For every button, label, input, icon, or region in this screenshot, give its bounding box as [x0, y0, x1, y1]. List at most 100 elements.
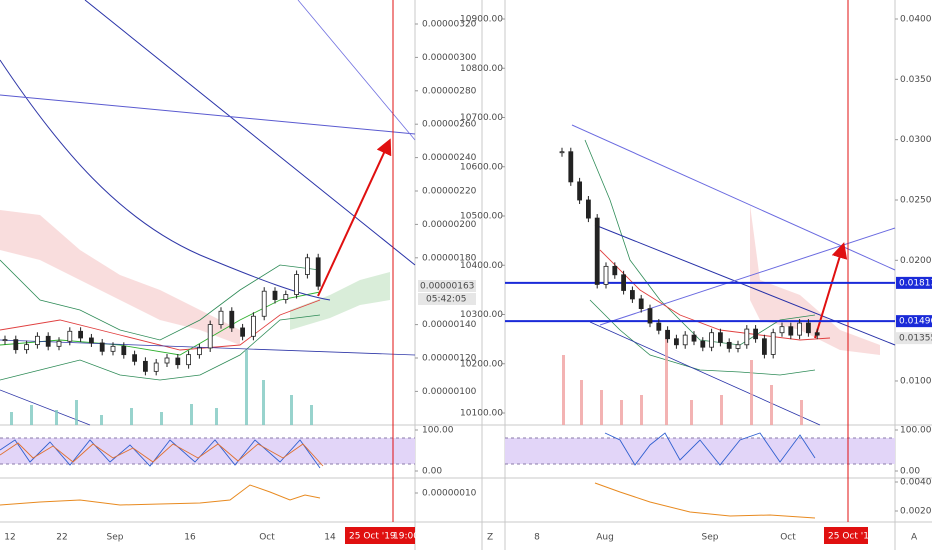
candle — [577, 181, 582, 201]
bollinger-band — [0, 259, 321, 341]
last-price: 0.01355 — [899, 334, 932, 344]
tick-label: 100.00 — [422, 426, 454, 436]
candle — [164, 357, 170, 364]
tick-label: 0.00200 — [900, 507, 932, 517]
bollinger-band — [589, 299, 816, 376]
candle — [218, 310, 224, 325]
trend-line — [297, 0, 416, 141]
indicator-line — [594, 482, 816, 519]
indicator-line — [0, 484, 321, 506]
time-label: Oct — [259, 533, 275, 543]
price-box — [418, 293, 476, 305]
candle — [603, 265, 609, 285]
candle — [630, 290, 635, 300]
candle — [67, 330, 73, 342]
trend-line — [594, 224, 896, 346]
stoch-line — [604, 432, 816, 466]
time-label: Aug — [596, 533, 614, 543]
candle — [142, 360, 148, 372]
candle — [89, 337, 94, 344]
tick-label: 0.00000280 — [422, 86, 477, 96]
tick-label: 10500.00 — [460, 212, 503, 222]
candle — [762, 338, 767, 355]
candle — [240, 327, 246, 337]
candle — [638, 298, 644, 309]
tick-label: 0.00000220 — [422, 187, 477, 197]
time-label: 14 — [324, 533, 336, 543]
candle — [726, 341, 732, 349]
tick-label: 10200.00 — [460, 359, 503, 369]
stoch-line — [0, 442, 324, 467]
candle — [779, 326, 785, 334]
candle — [110, 345, 116, 352]
candle — [13, 339, 19, 351]
time-label: 12 — [4, 533, 15, 543]
candle — [753, 328, 758, 340]
candle — [656, 322, 662, 331]
candle — [647, 308, 653, 324]
tick-label: 0.00000240 — [422, 153, 477, 163]
candle — [132, 354, 138, 362]
candle — [272, 290, 278, 300]
trend-line — [0, 339, 416, 356]
candle — [229, 310, 235, 329]
tick-label: 10900.00 — [460, 15, 503, 25]
trend-line — [0, 94, 416, 135]
ichimoku-cloud — [750, 205, 880, 355]
countdown: 05:42:05 — [426, 295, 466, 305]
candle — [744, 328, 750, 346]
tick-label: 0.00000010 — [422, 489, 477, 499]
candle — [78, 330, 83, 339]
tick-label: 0.00 — [900, 467, 920, 477]
candle — [315, 257, 321, 287]
last-price: 0.00000163 — [420, 282, 474, 292]
moving-average — [0, 299, 321, 351]
tick-label: 10700.00 — [460, 113, 503, 123]
candle — [250, 315, 256, 337]
candle — [35, 335, 40, 346]
candle — [45, 335, 51, 347]
time-label: 8 — [534, 533, 540, 543]
volume-bars — [562, 330, 803, 425]
toolbar-icon[interactable]: Z — [487, 533, 493, 543]
tick-label: 0.00000140 — [422, 320, 477, 330]
trend-line — [84, 0, 416, 266]
bollinger-band — [584, 139, 816, 346]
candle — [700, 340, 706, 348]
level-label: 0.01496 — [899, 317, 932, 327]
candle — [770, 332, 776, 355]
candle — [56, 340, 62, 347]
tick-label: 0.00000120 — [422, 354, 477, 364]
candle — [568, 151, 574, 183]
time-label: Sep — [702, 533, 719, 543]
stoch-band — [505, 438, 895, 464]
tick-label: 0.00000320 — [422, 20, 477, 30]
candle — [175, 357, 181, 366]
candle — [788, 326, 794, 336]
price-box — [418, 280, 476, 292]
candle — [621, 274, 626, 291]
level-box — [896, 276, 932, 289]
ichimoku-cloud — [290, 272, 390, 330]
tick-label: 0.00000260 — [422, 120, 477, 130]
stoch-dashes — [0, 437, 895, 465]
candle — [674, 338, 679, 346]
candle — [665, 329, 670, 340]
tick-label: 0.00000300 — [422, 53, 477, 63]
candle — [196, 347, 202, 356]
toolbar-icon[interactable]: A — [911, 533, 918, 543]
candle — [153, 362, 159, 372]
candle — [2, 339, 8, 342]
price-box — [896, 332, 932, 345]
candle — [304, 257, 310, 275]
volume-bars — [10, 350, 313, 425]
tick-label: 100.00 — [900, 426, 932, 436]
projection-arrow — [814, 242, 848, 339]
